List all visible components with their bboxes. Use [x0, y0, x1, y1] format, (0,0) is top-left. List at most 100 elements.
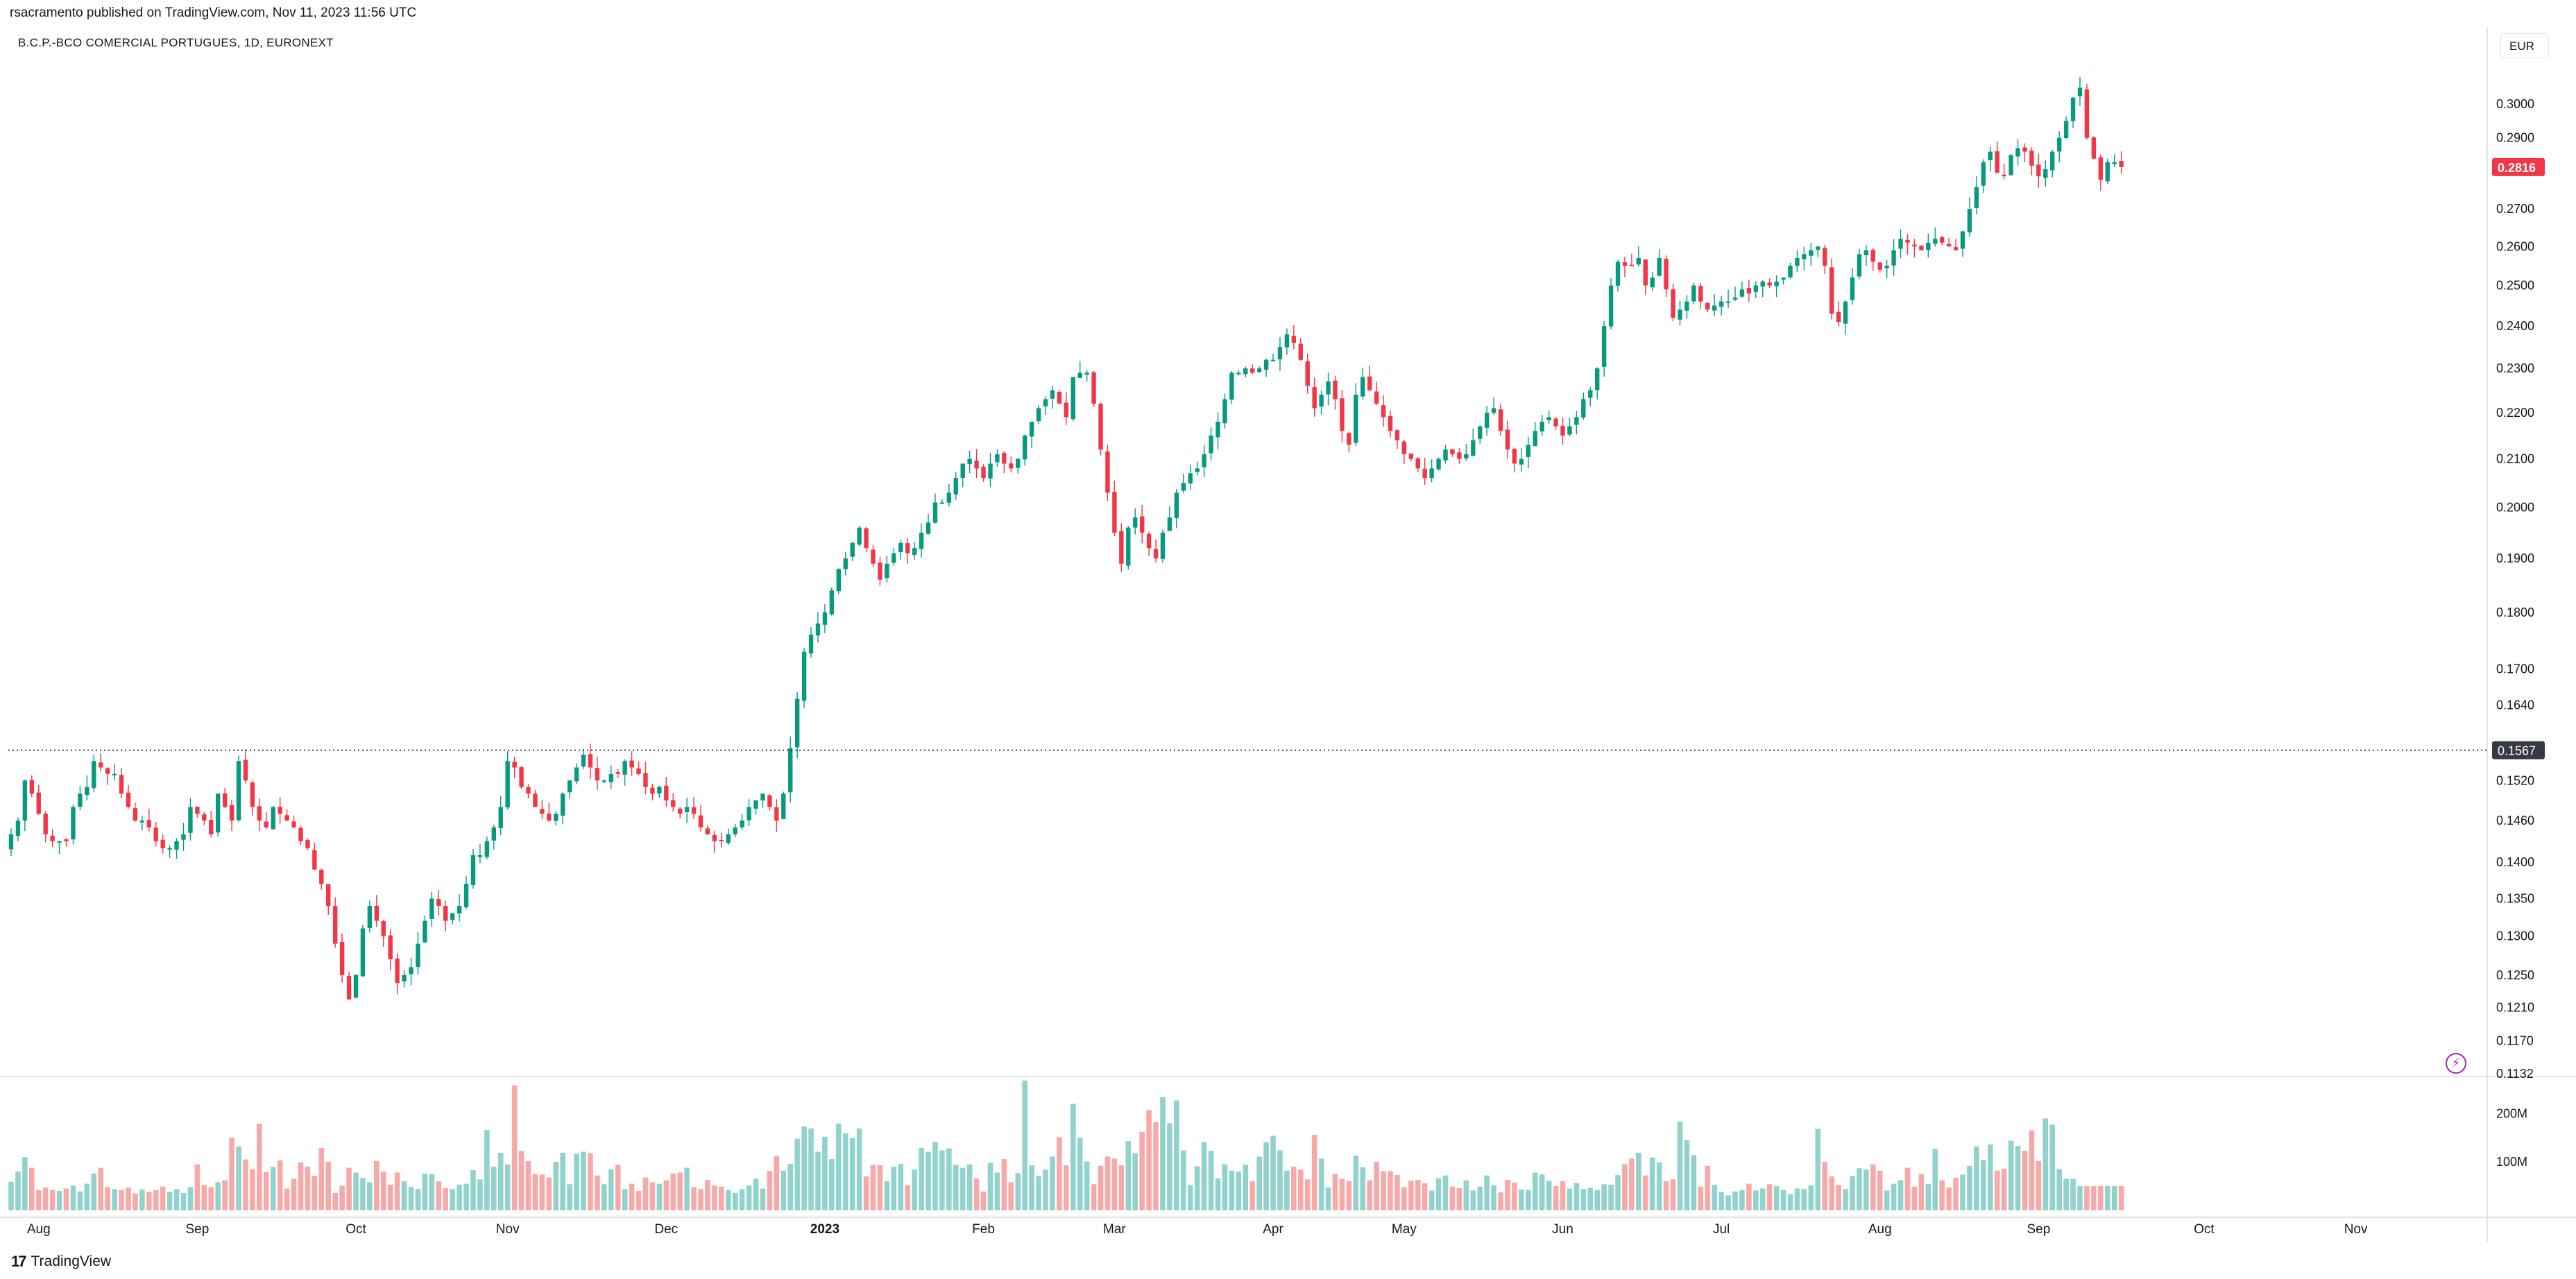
- volume-bar: [250, 1169, 255, 1210]
- candle-body: [99, 762, 103, 768]
- candle-body: [1843, 301, 1848, 324]
- candle-body: [1216, 422, 1220, 438]
- candle-body: [1884, 266, 1889, 268]
- currency-button[interactable]: EUR: [2500, 33, 2549, 58]
- candle-body: [1816, 246, 1820, 250]
- volume-bar: [1146, 1110, 1152, 1210]
- volume-bar: [1636, 1152, 1641, 1210]
- volume-bar: [691, 1187, 697, 1210]
- volume-bar: [1050, 1156, 1055, 1210]
- candle-body: [429, 898, 434, 919]
- candle-body: [2112, 162, 2117, 164]
- candle-body: [1988, 151, 1993, 160]
- volume-bar: [1077, 1138, 1083, 1210]
- volume-bar: [1670, 1179, 1676, 1210]
- volume-bar: [187, 1187, 194, 1210]
- candle-body: [402, 975, 407, 982]
- volume-bar: [546, 1177, 552, 1210]
- volume-bar: [705, 1180, 710, 1210]
- candle-body: [2050, 151, 2055, 171]
- candle-body: [1298, 343, 1303, 360]
- candle-body: [457, 906, 462, 913]
- volume-bar: [1594, 1190, 1600, 1210]
- volume-bar: [574, 1153, 579, 1210]
- candle-body: [760, 793, 765, 801]
- candle-body: [1450, 449, 1455, 454]
- volume-bar: [1580, 1189, 1587, 1210]
- volume-bar: [477, 1179, 483, 1210]
- volume-bar: [849, 1138, 855, 1210]
- volume-bar: [257, 1124, 262, 1210]
- candle-body: [1050, 390, 1055, 399]
- candle-body: [1795, 257, 1800, 266]
- candle-body: [1464, 454, 1469, 458]
- volume-bar: [753, 1178, 759, 1210]
- candle-body: [57, 841, 62, 843]
- volume-bar: [525, 1160, 531, 1210]
- volume-bar: [1070, 1104, 1076, 1210]
- volume-bar: [1401, 1187, 1407, 1210]
- volume-bar: [491, 1167, 497, 1210]
- volume-bar: [553, 1162, 559, 1210]
- volume-bar: [201, 1185, 207, 1210]
- volume-bar: [2118, 1186, 2124, 1210]
- candle-body: [1167, 517, 1172, 531]
- volume-bar: [367, 1182, 373, 1210]
- y-tick-label: 0.1250: [2496, 968, 2534, 982]
- symbol-legend[interactable]: B.C.P.-BCO COMERCIAL PORTUGUES, 1D, EURO…: [18, 36, 334, 49]
- candle-body: [1043, 399, 1048, 406]
- volume-bar: [1256, 1156, 1262, 1210]
- volume-bar: [1843, 1189, 1848, 1210]
- x-tick-label: Oct: [2194, 1222, 2215, 1237]
- x-tick-label: Jul: [1713, 1222, 1730, 1237]
- candle-body: [1354, 395, 1358, 443]
- candle-body: [1870, 250, 1875, 262]
- y-tick-label: 0.1460: [2496, 814, 2534, 827]
- volume-bar: [35, 1190, 42, 1210]
- volume-bar: [146, 1192, 152, 1210]
- candle-body: [491, 827, 496, 841]
- volume-bar: [1573, 1183, 1580, 1210]
- volume-bar: [1498, 1192, 1503, 1210]
- candle-body: [554, 814, 558, 821]
- candle-body: [1526, 445, 1530, 457]
- candle-body: [1209, 435, 1213, 454]
- volume-bar: [215, 1182, 221, 1210]
- tradingview-logo[interactable]: 17 TradingView: [11, 1253, 111, 1271]
- volume-bar: [1435, 1178, 1442, 1210]
- volume-bar: [1442, 1175, 1449, 1210]
- candle-body: [1746, 288, 1752, 294]
- candle-body: [1374, 391, 1379, 404]
- lightning-icon[interactable]: ⚡: [2446, 1053, 2466, 1074]
- candle-body: [2056, 137, 2062, 152]
- candle-body: [1698, 286, 1703, 302]
- volume-bar: [1057, 1137, 1062, 1210]
- candle-body: [1291, 336, 1297, 343]
- candle-body: [1057, 392, 1062, 404]
- candle-body: [167, 848, 172, 850]
- candle-body: [547, 813, 552, 821]
- candle-body: [8, 834, 14, 850]
- x-tick-label: Oct: [346, 1222, 366, 1237]
- candle-body: [1263, 359, 1269, 370]
- candle-body: [1725, 301, 1731, 303]
- volume-bar: [1918, 1174, 1925, 1210]
- volume-bar: [760, 1188, 766, 1210]
- candle-body: [939, 502, 945, 504]
- candle-body: [1788, 266, 1793, 277]
- candle-body: [1601, 326, 1607, 367]
- volume-bar: [1539, 1174, 1545, 1210]
- candle-body: [1340, 398, 1345, 431]
- volume-bar: [332, 1192, 338, 1210]
- volume-bar: [815, 1151, 821, 1210]
- volume-bar: [663, 1180, 669, 1210]
- volume-bar: [1981, 1160, 1986, 1210]
- candle-body: [1739, 289, 1745, 297]
- volume-bar: [173, 1189, 180, 1210]
- candle-body: [1305, 361, 1310, 386]
- x-tick-label: Apr: [1263, 1222, 1283, 1237]
- candle-body: [319, 870, 324, 884]
- volume-bar: [1815, 1128, 1821, 1210]
- candle-body: [1009, 463, 1014, 469]
